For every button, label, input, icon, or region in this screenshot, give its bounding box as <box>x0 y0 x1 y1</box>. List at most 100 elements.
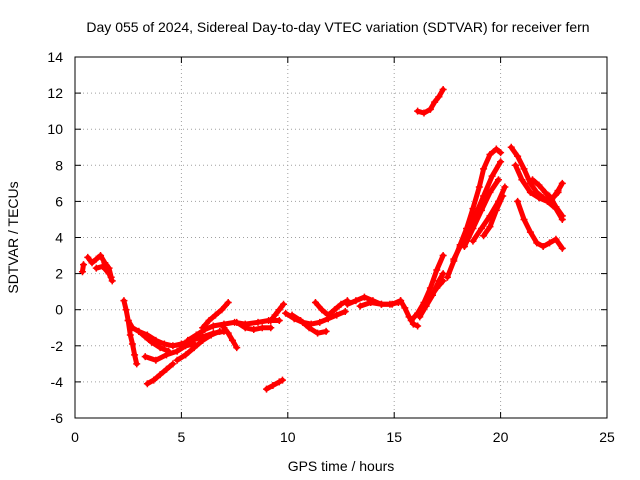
series-arc-7 <box>143 360 177 388</box>
data-point <box>450 255 458 263</box>
series-arc-1 <box>78 261 88 276</box>
data-point <box>546 239 554 247</box>
trace-line <box>264 377 285 392</box>
data-point <box>143 331 151 339</box>
data-point <box>343 300 351 308</box>
chart-title: Day 055 of 2024, Sidereal Day-to-day VTE… <box>86 19 589 35</box>
data-point <box>480 232 488 240</box>
y-tick-label: 14 <box>47 49 63 65</box>
data-point <box>152 356 160 364</box>
data-point <box>152 336 160 344</box>
grid-lines <box>75 57 607 418</box>
series-arc-8 <box>141 340 198 364</box>
data-point <box>190 344 198 352</box>
data-point <box>443 273 451 281</box>
data-point <box>282 309 290 317</box>
data-point <box>497 149 505 157</box>
data-point <box>124 317 132 325</box>
trace-line <box>481 193 506 239</box>
data-point <box>501 183 509 191</box>
data-point <box>271 311 279 319</box>
data-point <box>182 351 190 359</box>
x-tick-label: 20 <box>493 429 509 445</box>
y-tick-label: 10 <box>47 121 63 137</box>
data-point <box>218 306 226 314</box>
trace-line <box>185 318 282 343</box>
data-point <box>552 203 560 211</box>
data-point <box>431 98 439 106</box>
data-point <box>520 165 528 173</box>
x-tick-label: 15 <box>386 429 402 445</box>
data-point <box>318 306 326 314</box>
data-point <box>160 340 168 348</box>
data-point <box>377 300 385 308</box>
data-point <box>97 252 105 260</box>
data-point <box>163 365 171 373</box>
data-point <box>543 197 551 205</box>
data-point <box>128 324 136 332</box>
series-arc-3 <box>92 262 116 285</box>
data-point <box>128 340 136 348</box>
series-arc-17 <box>288 311 330 337</box>
y-axis-label: SDTVAR / TECUs <box>5 181 21 293</box>
data-point <box>173 347 181 355</box>
data-point <box>133 360 141 368</box>
data-point <box>435 93 443 101</box>
trace-line <box>421 278 446 307</box>
data-point <box>439 252 447 260</box>
series-arc-11 <box>199 298 232 332</box>
data-point <box>314 329 322 337</box>
data-point <box>131 351 139 359</box>
data-point <box>99 262 107 270</box>
data-point <box>143 380 151 388</box>
data-point <box>233 344 241 352</box>
data-point <box>433 266 441 274</box>
data-point <box>254 318 262 326</box>
data-point <box>337 300 345 308</box>
series-arc-30 <box>480 192 507 240</box>
data-point <box>514 152 522 160</box>
data-point <box>558 179 566 187</box>
data-point <box>199 336 207 344</box>
data-point <box>220 324 228 332</box>
data-point <box>469 205 477 213</box>
x-tick-label: 5 <box>178 429 186 445</box>
data-point <box>469 237 477 245</box>
data-point <box>316 318 324 326</box>
data-point <box>541 188 549 196</box>
series-arc-14 <box>267 300 288 325</box>
x-tick-label: 10 <box>280 429 296 445</box>
data-point <box>420 300 428 308</box>
data-point <box>228 336 236 344</box>
series-arc-28 <box>460 176 502 251</box>
data-point <box>401 304 409 312</box>
data-traces <box>78 85 566 393</box>
data-point <box>511 161 519 169</box>
data-point <box>241 324 249 332</box>
trace-line <box>268 301 286 323</box>
data-point <box>558 212 566 220</box>
series-arc-22 <box>407 252 447 325</box>
series-arc-15 <box>263 376 286 393</box>
y-tick-label: 8 <box>55 157 63 173</box>
data-point <box>209 322 217 330</box>
data-point <box>250 326 258 334</box>
data-point <box>388 300 396 308</box>
data-point <box>88 259 96 267</box>
data-point <box>546 192 554 200</box>
data-point <box>416 313 424 321</box>
trace-line <box>408 253 446 323</box>
data-point <box>108 277 116 285</box>
data-point <box>407 317 415 325</box>
data-point <box>324 311 332 319</box>
data-point <box>169 360 177 368</box>
data-point <box>297 317 305 325</box>
data-point <box>258 324 266 332</box>
data-point <box>278 376 286 384</box>
data-point <box>497 158 505 166</box>
y-tick-label: 0 <box>55 302 63 318</box>
y-tick-label: 6 <box>55 193 63 209</box>
series-arc-21 <box>397 297 422 330</box>
series-arc-12 <box>220 324 241 352</box>
